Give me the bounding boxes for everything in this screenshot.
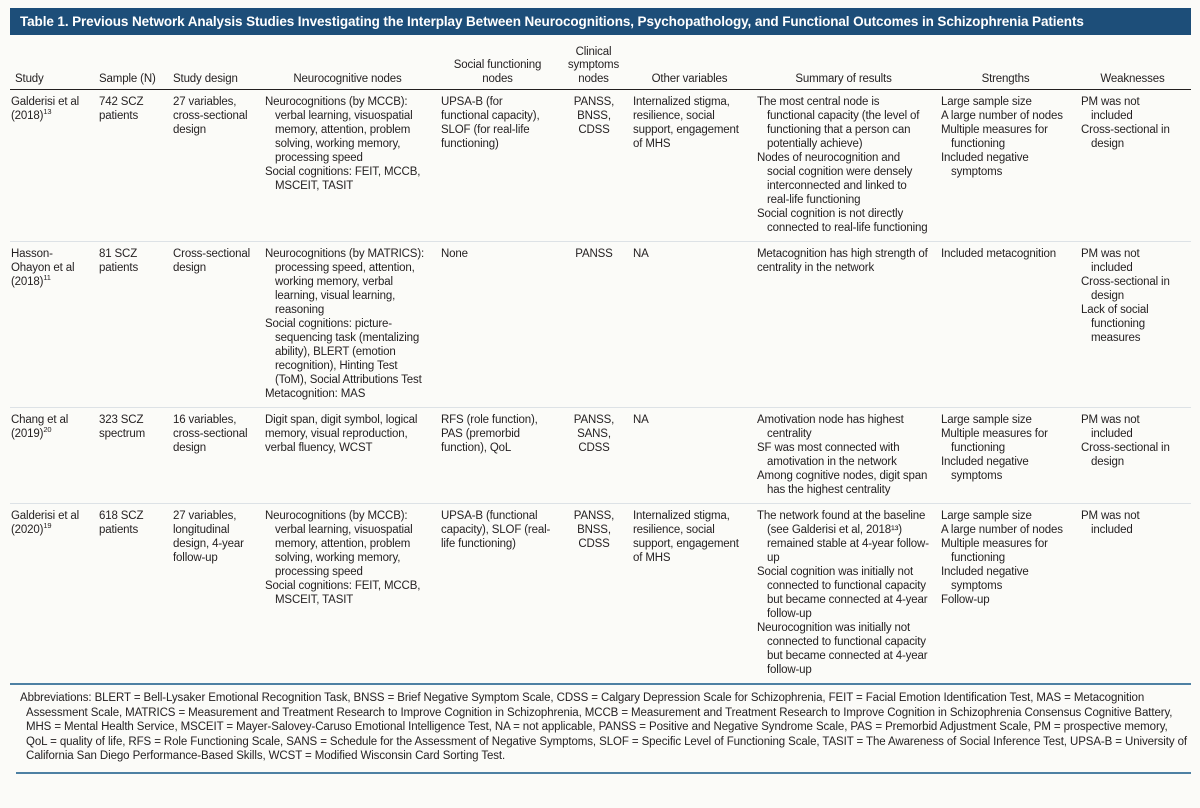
cell-weaknesses: PM was not included Cross-sectional in de… <box>1081 414 1170 468</box>
table-row: Galderisi et al (2020)19 618 SCZ patients… <box>10 503 1191 683</box>
cell-other: NA <box>633 248 649 260</box>
cell-other: NA <box>633 414 649 426</box>
cell-social: RFS (role function), PAS (premorbid func… <box>441 414 538 454</box>
cell-sample: 323 SCZ spectrum <box>99 414 146 440</box>
cell-sample: 618 SCZ patients <box>99 510 144 536</box>
cell-strengths: Large sample size A large number of nodes… <box>941 96 1063 178</box>
cell-design: 27 variables, longitudinal design, 4-yea… <box>173 510 244 564</box>
cell-neuro: Digit span, digit symbol, logical memory… <box>265 414 418 454</box>
citation-superscript: 13 <box>43 107 52 117</box>
cell-strengths: Large sample size A large number of nodes… <box>941 510 1063 606</box>
cell-neuro: Neurocognitions (by MCCB): verbal learni… <box>265 96 421 192</box>
column-header-social: Social functioning nodes <box>453 59 542 85</box>
table-row: Chang et al (2019)20 323 SCZ spectrum 16 v… <box>10 407 1191 503</box>
column-header-study: Study <box>15 72 44 85</box>
cell-social: UPSA-B (functional capacity), SLOF (real… <box>441 510 551 550</box>
cell-summary: The most central node is functional capa… <box>757 96 928 234</box>
column-header-neuro: Neurocognitive nodes <box>293 72 402 85</box>
table-row: Hasson-Ohayon et al (2018)11 81 SCZ patie… <box>10 241 1191 407</box>
cell-sample: 742 SCZ patients <box>99 96 144 122</box>
cell-clinical: PANSS, SANS, CDSS <box>573 414 615 454</box>
column-header-clinical: Clinical symptoms nodes <box>567 45 620 85</box>
cell-study: Hasson-Ohayon et al (2018)11 <box>11 248 75 288</box>
column-header-summary: Summary of results <box>795 72 892 85</box>
cell-summary: Amotivation node has highest centrality S… <box>757 414 928 496</box>
cell-social: None <box>441 248 468 260</box>
cell-clinical: PANSS, BNSS, CDSS <box>573 510 615 550</box>
cell-neuro: Neurocognitions (by MATRICS): processing… <box>265 248 425 400</box>
cell-social: UPSA-B (for functional capacity), SLOF (… <box>441 96 540 150</box>
cell-study: Galderisi et al (2018)13 <box>11 96 80 122</box>
cell-summary: Metacognition has high strength of centr… <box>757 248 928 274</box>
citation-superscript: 20 <box>43 425 52 435</box>
cell-study: Chang et al (2019)20 <box>11 414 69 440</box>
column-header-strengths: Strengths <box>981 72 1030 85</box>
citation-superscript: 11 <box>43 273 51 283</box>
cell-study: Galderisi et al (2020)19 <box>11 510 80 536</box>
cell-strengths: Included metacognition <box>941 248 1056 260</box>
cell-neuro: Neurocognitions (by MCCB): verbal learni… <box>265 510 421 606</box>
cell-clinical: PANSS, BNSS, CDSS <box>573 96 615 136</box>
table-header-row: Study Sample (N) Study design Neurocognitiv… <box>10 38 1191 90</box>
cell-design: 27 variables, cross-sectional design <box>173 96 248 136</box>
cell-summary: The network found at the baseline (see G… <box>757 510 929 676</box>
table-row: Galderisi et al (2018)13 742 SCZ patients… <box>10 90 1191 241</box>
cell-design: 16 variables, cross-sectional design <box>173 414 248 454</box>
column-header-sample: Sample (N) <box>99 72 156 85</box>
cell-clinical: PANSS <box>575 248 613 260</box>
column-header-other: Other variables <box>651 72 728 85</box>
column-header-design: Study design <box>173 72 238 85</box>
cell-other: Internalized stigma, resilience, social … <box>633 96 739 150</box>
table-body: Galderisi et al (2018)13 742 SCZ patients… <box>10 90 1191 685</box>
cell-sample: 81 SCZ patients <box>99 248 139 274</box>
cell-weaknesses: PM was not included Cross-sectional in de… <box>1081 248 1170 344</box>
table-title: Table 1. Previous Network Analysis Studi… <box>10 8 1191 35</box>
cell-design: Cross-sectional design <box>173 248 250 274</box>
cell-strengths: Large sample size Multiple measures for f… <box>941 414 1048 482</box>
cell-weaknesses: PM was not included <box>1081 510 1140 536</box>
cell-other: Internalized stigma, resilience, social … <box>633 510 739 564</box>
abbreviations-footnote: Abbreviations: BLERT = Bell-Lysaker Emot… <box>16 685 1191 774</box>
column-header-weaknesses: Weaknesses <box>1100 72 1165 85</box>
citation-superscript: 19 <box>43 521 52 531</box>
cell-weaknesses: PM was not included Cross-sectional in de… <box>1081 96 1170 150</box>
